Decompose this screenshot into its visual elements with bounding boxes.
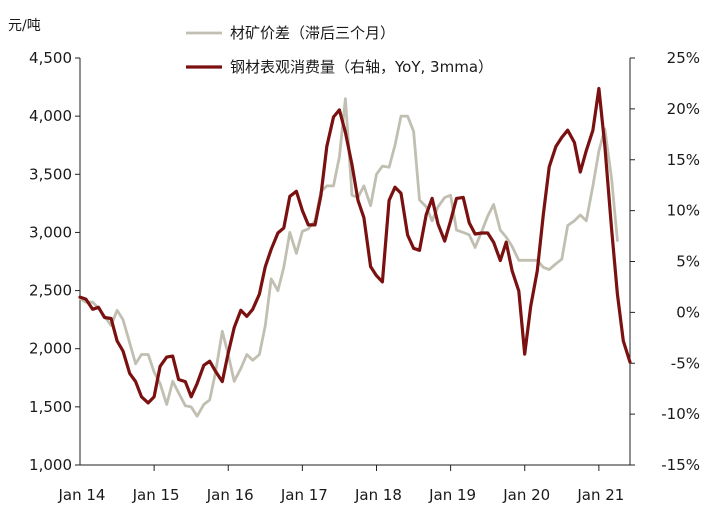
- y-tick-right-label: 15%: [667, 151, 700, 169]
- y-tick-right-label: 10%: [667, 202, 700, 220]
- y-tick-left-label: 2,500: [29, 282, 72, 300]
- y-tick-left-label: 3,500: [29, 165, 72, 183]
- y-tick-right-label: -5%: [671, 354, 700, 372]
- y-tick-left-label: 3,000: [29, 223, 72, 241]
- y-tick-right-label: 5%: [676, 253, 700, 271]
- y-tick-left-label: 2,000: [29, 340, 72, 358]
- x-tick-label: Jan 14: [58, 486, 106, 504]
- y-tick-right-label: -10%: [661, 405, 700, 423]
- legend: 材矿价差（滞后三个月） 钢材表观消费量（右轴，YoY, 3mma）: [186, 24, 493, 76]
- y-tick-right-label: 0%: [676, 303, 700, 321]
- y-axis-left-unit: 元/吨: [8, 18, 41, 34]
- x-tick-label: Jan 20: [502, 486, 550, 504]
- x-tick-label: Jan 21: [576, 486, 624, 504]
- x-tick-label: Jan 15: [132, 486, 180, 504]
- y-tick-left-label: 4,000: [29, 107, 72, 125]
- y-tick-right-label: 20%: [667, 100, 700, 118]
- legend-label-steel-consumption: 钢材表观消费量（右轴，YoY, 3mma）: [230, 58, 493, 76]
- y-tick-right-label: 25%: [667, 49, 700, 67]
- x-tick-label: Jan 16: [206, 486, 254, 504]
- legend-label-price-spread: 材矿价差（滞后三个月）: [230, 24, 395, 42]
- y-tick-left-label: 1,000: [29, 456, 72, 474]
- y-tick-left-label: 1,500: [29, 398, 72, 416]
- x-tick-label: Jan 17: [280, 486, 328, 504]
- series-layer: [78, 86, 632, 418]
- y-tick-right-label: -15%: [661, 456, 700, 474]
- axes: 元/吨 4,500 4,000 3,500 3,000 2,500 2,000 1,500 1,…: [8, 18, 700, 504]
- x-tick-label: Jan 18: [354, 486, 402, 504]
- series-line-steel-consumption: [78, 86, 632, 405]
- y-tick-left-label: 4,500: [29, 49, 72, 67]
- x-tick-label: Jan 19: [428, 486, 476, 504]
